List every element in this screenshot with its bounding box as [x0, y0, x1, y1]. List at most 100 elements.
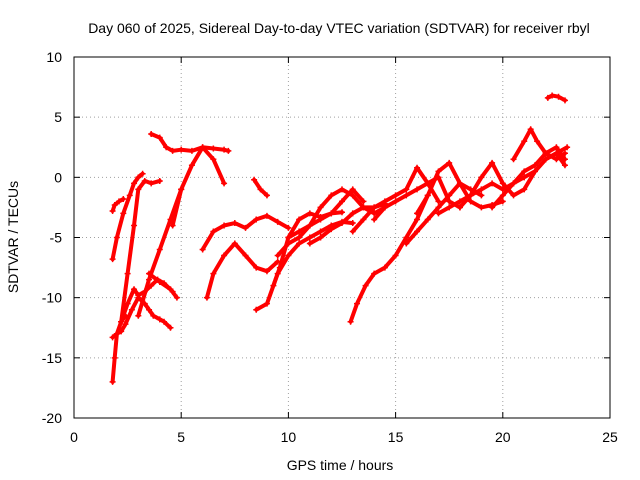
data-point-marker — [263, 212, 270, 219]
data-point-marker — [253, 216, 260, 223]
data-point-marker — [118, 328, 125, 335]
data-point-marker — [349, 220, 356, 227]
data-point-marker — [156, 134, 163, 141]
data-point-marker — [285, 252, 292, 259]
data-point-marker — [392, 192, 399, 199]
y-tick-label: 10 — [46, 49, 62, 65]
series-line — [147, 271, 179, 300]
series-track-4 — [109, 170, 146, 263]
series-line — [170, 145, 227, 228]
data-point-marker — [542, 150, 549, 157]
data-point-marker — [120, 210, 127, 217]
data-point-marker — [392, 198, 399, 205]
x-tick-label: 20 — [495, 429, 511, 445]
data-point-marker — [257, 186, 264, 193]
data-point-marker — [542, 156, 549, 163]
series-track-5 — [109, 195, 127, 215]
data-point-marker — [148, 131, 155, 138]
data-point-marker — [354, 300, 361, 307]
data-point-marker — [169, 222, 176, 229]
data-point-marker — [424, 192, 431, 199]
data-point-marker — [414, 164, 421, 171]
data-point-marker — [521, 168, 528, 175]
data-point-marker — [456, 198, 463, 205]
data-point-marker — [456, 204, 463, 211]
data-point-marker — [178, 146, 185, 153]
data-point-marker — [521, 174, 528, 181]
data-point-marker — [527, 126, 534, 133]
data-point-marker — [113, 234, 120, 241]
x-tick-labels: 0 5 10 15 20 25 — [70, 429, 618, 445]
data-point-marker — [403, 234, 410, 241]
data-point-marker — [150, 312, 157, 319]
data-point-marker — [489, 180, 496, 187]
series-track-11 — [199, 212, 292, 253]
series-layer — [109, 92, 571, 385]
data-point-marker — [371, 210, 378, 217]
data-point-marker — [285, 234, 292, 241]
data-point-marker — [347, 318, 354, 325]
data-point-marker — [478, 174, 485, 181]
data-point-marker — [199, 144, 206, 151]
data-point-marker — [478, 186, 485, 193]
data-point-marker — [285, 224, 292, 231]
data-point-marker — [225, 147, 232, 154]
data-point-marker — [328, 210, 335, 217]
data-point-marker — [561, 156, 568, 163]
series-track-8 — [148, 131, 232, 154]
series-line — [404, 181, 484, 246]
data-point-marker — [146, 270, 153, 277]
data-point-marker — [317, 234, 324, 241]
data-point-marker — [349, 186, 356, 193]
data-point-marker — [135, 174, 142, 181]
data-point-marker — [489, 159, 496, 166]
data-point-marker — [210, 145, 217, 152]
data-point-marker — [141, 177, 148, 184]
series-track-23 — [414, 159, 506, 217]
data-point-marker — [371, 204, 378, 211]
data-point-marker — [414, 228, 421, 235]
data-point-marker — [111, 202, 118, 209]
series-line — [457, 151, 567, 210]
data-point-marker — [270, 282, 277, 289]
data-point-marker — [403, 240, 410, 247]
x-axis-label: GPS time / hours — [287, 457, 394, 473]
data-point-marker — [414, 216, 421, 223]
series-track-27 — [510, 126, 568, 163]
data-point-marker — [392, 252, 399, 259]
data-point-marker — [109, 378, 116, 385]
data-point-marker — [414, 186, 421, 193]
data-point-marker — [296, 240, 303, 247]
data-point-marker — [173, 294, 180, 301]
data-point-marker — [263, 300, 270, 307]
data-point-marker — [549, 92, 556, 99]
data-point-marker — [111, 354, 118, 361]
data-point-marker — [478, 204, 485, 211]
data-point-marker — [456, 180, 463, 187]
data-point-marker — [349, 210, 356, 217]
grid — [74, 57, 610, 418]
data-point-marker — [203, 294, 210, 301]
data-point-marker — [118, 318, 125, 325]
data-point-marker — [360, 198, 367, 205]
data-point-marker — [360, 204, 367, 211]
data-point-marker — [306, 240, 313, 247]
series-track-9 — [169, 144, 228, 229]
data-point-marker — [381, 198, 388, 205]
data-point-marker — [403, 186, 410, 193]
series-line — [110, 197, 126, 213]
data-point-marker — [435, 210, 442, 217]
data-point-marker — [188, 162, 195, 169]
series-track-10 — [146, 270, 180, 301]
data-point-marker — [339, 186, 345, 193]
data-point-marker — [276, 264, 283, 271]
data-point-marker — [371, 216, 378, 223]
data-point-marker — [120, 195, 127, 202]
data-point-marker — [478, 192, 485, 199]
y-tick-label: -10 — [42, 290, 62, 306]
data-point-marker — [242, 252, 249, 259]
data-point-marker — [139, 170, 146, 177]
data-point-marker — [285, 240, 292, 247]
y-tick-label: 0 — [54, 169, 62, 185]
data-point-marker — [510, 156, 517, 163]
